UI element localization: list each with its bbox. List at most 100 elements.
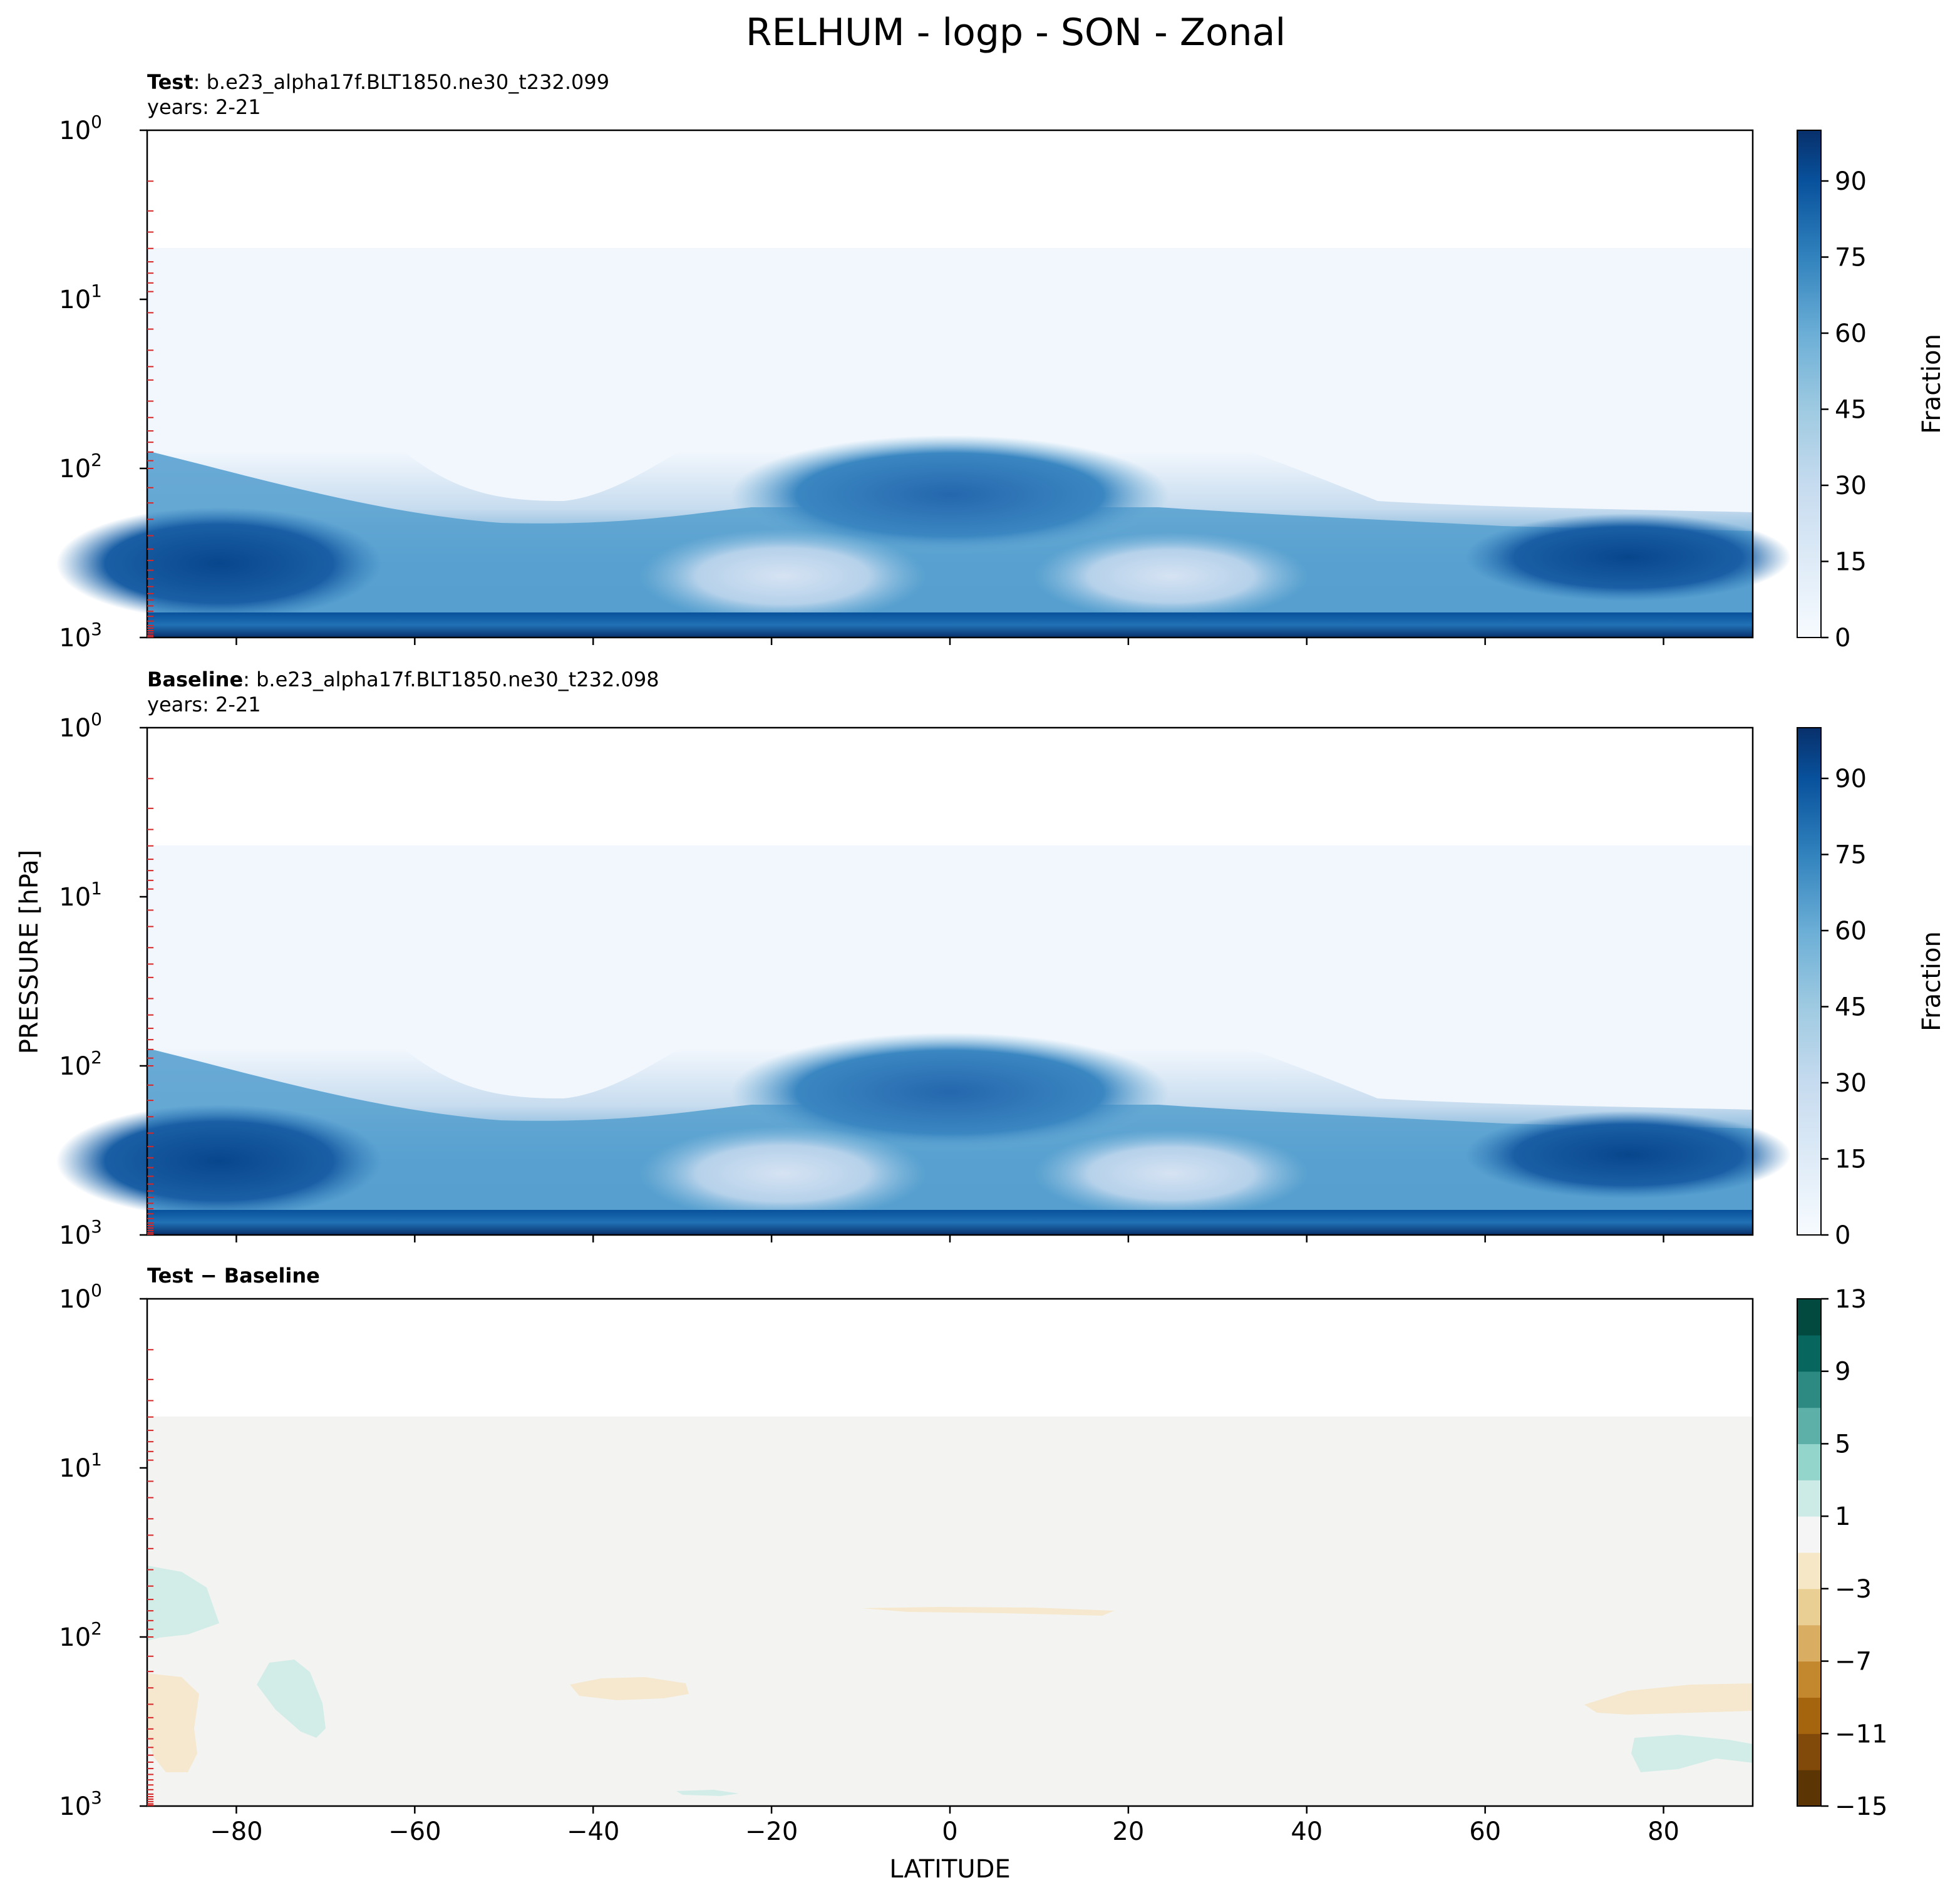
colorbar-segment — [1797, 1733, 1821, 1770]
colorbar-tick-label: 75 — [1835, 244, 1867, 272]
x-tick-label: −40 — [567, 1817, 619, 1846]
y-tick-exponent: 1 — [91, 878, 102, 899]
colorbar: 0 15 30 45 60 75 90 Fraction — [1797, 727, 1946, 1250]
colorbar-tick-label: 45 — [1835, 396, 1867, 425]
colorbar-segment — [1797, 1624, 1821, 1662]
model-level-ticks — [147, 778, 153, 1235]
colorbar-tick-label: −7 — [1835, 1648, 1872, 1676]
y-tick-base: 10 — [59, 286, 91, 314]
colorbar-segment — [1797, 1661, 1821, 1698]
y-tick-exponent: 1 — [91, 1449, 102, 1470]
x-tick-label: 60 — [1469, 1817, 1501, 1846]
colorbar-label: Fraction — [1917, 334, 1946, 434]
panel-years: years: 2-21 — [147, 95, 261, 119]
model-level-ticks — [147, 180, 153, 638]
contour-field — [56, 130, 1791, 638]
negative-anomaly — [147, 1673, 199, 1772]
colorbar-fill — [1797, 1299, 1821, 1807]
colorbar-tick-label: 9 — [1835, 1358, 1850, 1386]
colorbar-segment — [1797, 1552, 1821, 1589]
colorbar-segment — [1797, 1480, 1821, 1517]
surface-strip — [147, 1210, 1753, 1235]
polar-moist-north — [1465, 514, 1791, 601]
x-tick-label: 40 — [1291, 1817, 1323, 1846]
colorbar-tick-label: 5 — [1835, 1430, 1850, 1459]
y-tick-label: 102 — [59, 1618, 102, 1652]
negative-anomaly — [861, 1607, 1115, 1616]
colorbar-segment — [1797, 1299, 1821, 1336]
panel-title-bold: Baseline — [147, 668, 243, 691]
colorbar-ticks: 0 15 30 45 60 75 90 — [1821, 765, 1867, 1250]
colorbar-label: Fraction — [1917, 931, 1946, 1031]
colorbar-tick-label: −15 — [1835, 1792, 1887, 1821]
subtropical-dry-north — [1033, 532, 1309, 620]
colorbar-fill — [1797, 727, 1822, 1236]
y-tick-exponent: 0 — [91, 1280, 102, 1301]
colorbar-tick-label: 15 — [1835, 548, 1867, 577]
y-tick-label: 102 — [59, 450, 102, 483]
tropical-core — [731, 435, 1169, 554]
y-tick-base: 10 — [59, 455, 91, 483]
y-tick-base: 10 — [59, 1454, 91, 1483]
y-tick-label: 101 — [59, 1449, 102, 1483]
colorbar-tick-label: −11 — [1835, 1720, 1887, 1748]
y-tick-base: 10 — [59, 116, 91, 145]
colorbar-segment — [1797, 1407, 1821, 1445]
panel-years: years: 2-21 — [147, 693, 261, 716]
y-tick-label: 103 — [59, 619, 102, 653]
polar-moist-north — [1465, 1111, 1791, 1199]
colorbar-tick-label: 90 — [1835, 765, 1867, 793]
subtropical-dry-north — [1033, 1130, 1309, 1217]
colorbar-fill — [1797, 130, 1822, 638]
colorbar-tick-label: 30 — [1835, 472, 1867, 500]
colorbar-tick-label: 60 — [1835, 319, 1867, 348]
negative-anomaly — [1584, 1683, 1753, 1715]
y-tick-label: 100 — [59, 1280, 102, 1314]
y-tick-base: 10 — [59, 883, 91, 912]
positive-anomaly — [147, 1566, 219, 1641]
colorbar-frame — [1797, 1298, 1822, 1807]
colorbar-tick-label: 1 — [1835, 1502, 1850, 1531]
x-tick-label: −60 — [388, 1817, 441, 1846]
y-tick-base: 10 — [59, 1052, 91, 1081]
x-ticks — [235, 1235, 1664, 1242]
negative-anomaly — [570, 1677, 689, 1700]
panel-title-text: : b.e23_alpha17f.BLT1850.ne30_t232.099 — [193, 70, 609, 94]
panel-title-text: : b.e23_alpha17f.BLT1850.ne30_t232.098 — [243, 668, 659, 691]
contour-field — [147, 1299, 1753, 1806]
y-tick-base: 10 — [59, 1623, 91, 1652]
x-tick-label: 20 — [1112, 1817, 1144, 1846]
panel-baseline: Baseline: b.e23_alpha17f.BLT1850.ne30_t2… — [56, 668, 1946, 1250]
y-tick-base: 10 — [59, 1792, 91, 1821]
colorbar: 0 15 30 45 60 75 90 Fraction — [1797, 130, 1946, 653]
y-tick-exponent: 0 — [91, 111, 102, 132]
colorbar-tick-label: 75 — [1835, 841, 1867, 870]
y-tick-label: 101 — [59, 281, 102, 314]
y-tick-label: 103 — [59, 1216, 102, 1250]
colorbar-tick-label: 60 — [1835, 917, 1867, 946]
colorbar-segment — [1797, 1371, 1821, 1408]
x-ticks — [235, 638, 1664, 645]
polar-moist-south — [56, 1105, 382, 1217]
polar-moist-south — [56, 507, 382, 620]
x-tick-label: 0 — [942, 1817, 957, 1846]
y-axis-label: PRESSURE [hPa] — [15, 850, 44, 1054]
colorbar-tick-label: 13 — [1835, 1285, 1867, 1314]
colorbar-ticks: 0 15 30 45 60 75 90 — [1821, 167, 1867, 653]
colorbar-segment — [1797, 1335, 1821, 1372]
subtropical-dry-south — [639, 529, 927, 623]
y-tick-exponent: 1 — [91, 281, 102, 301]
y-tick-base: 10 — [59, 1285, 91, 1314]
panel-title: Baseline: b.e23_alpha17f.BLT1850.ne30_t2… — [147, 668, 659, 691]
model-level-ticks — [147, 1349, 153, 1806]
tropical-core — [731, 1033, 1169, 1152]
x-tick-label: −20 — [745, 1817, 798, 1846]
y-tick-exponent: 2 — [91, 1618, 102, 1639]
panel-title: Test − Baseline — [147, 1264, 320, 1288]
positive-anomaly — [257, 1660, 326, 1738]
x-tick-label: 80 — [1648, 1817, 1679, 1846]
